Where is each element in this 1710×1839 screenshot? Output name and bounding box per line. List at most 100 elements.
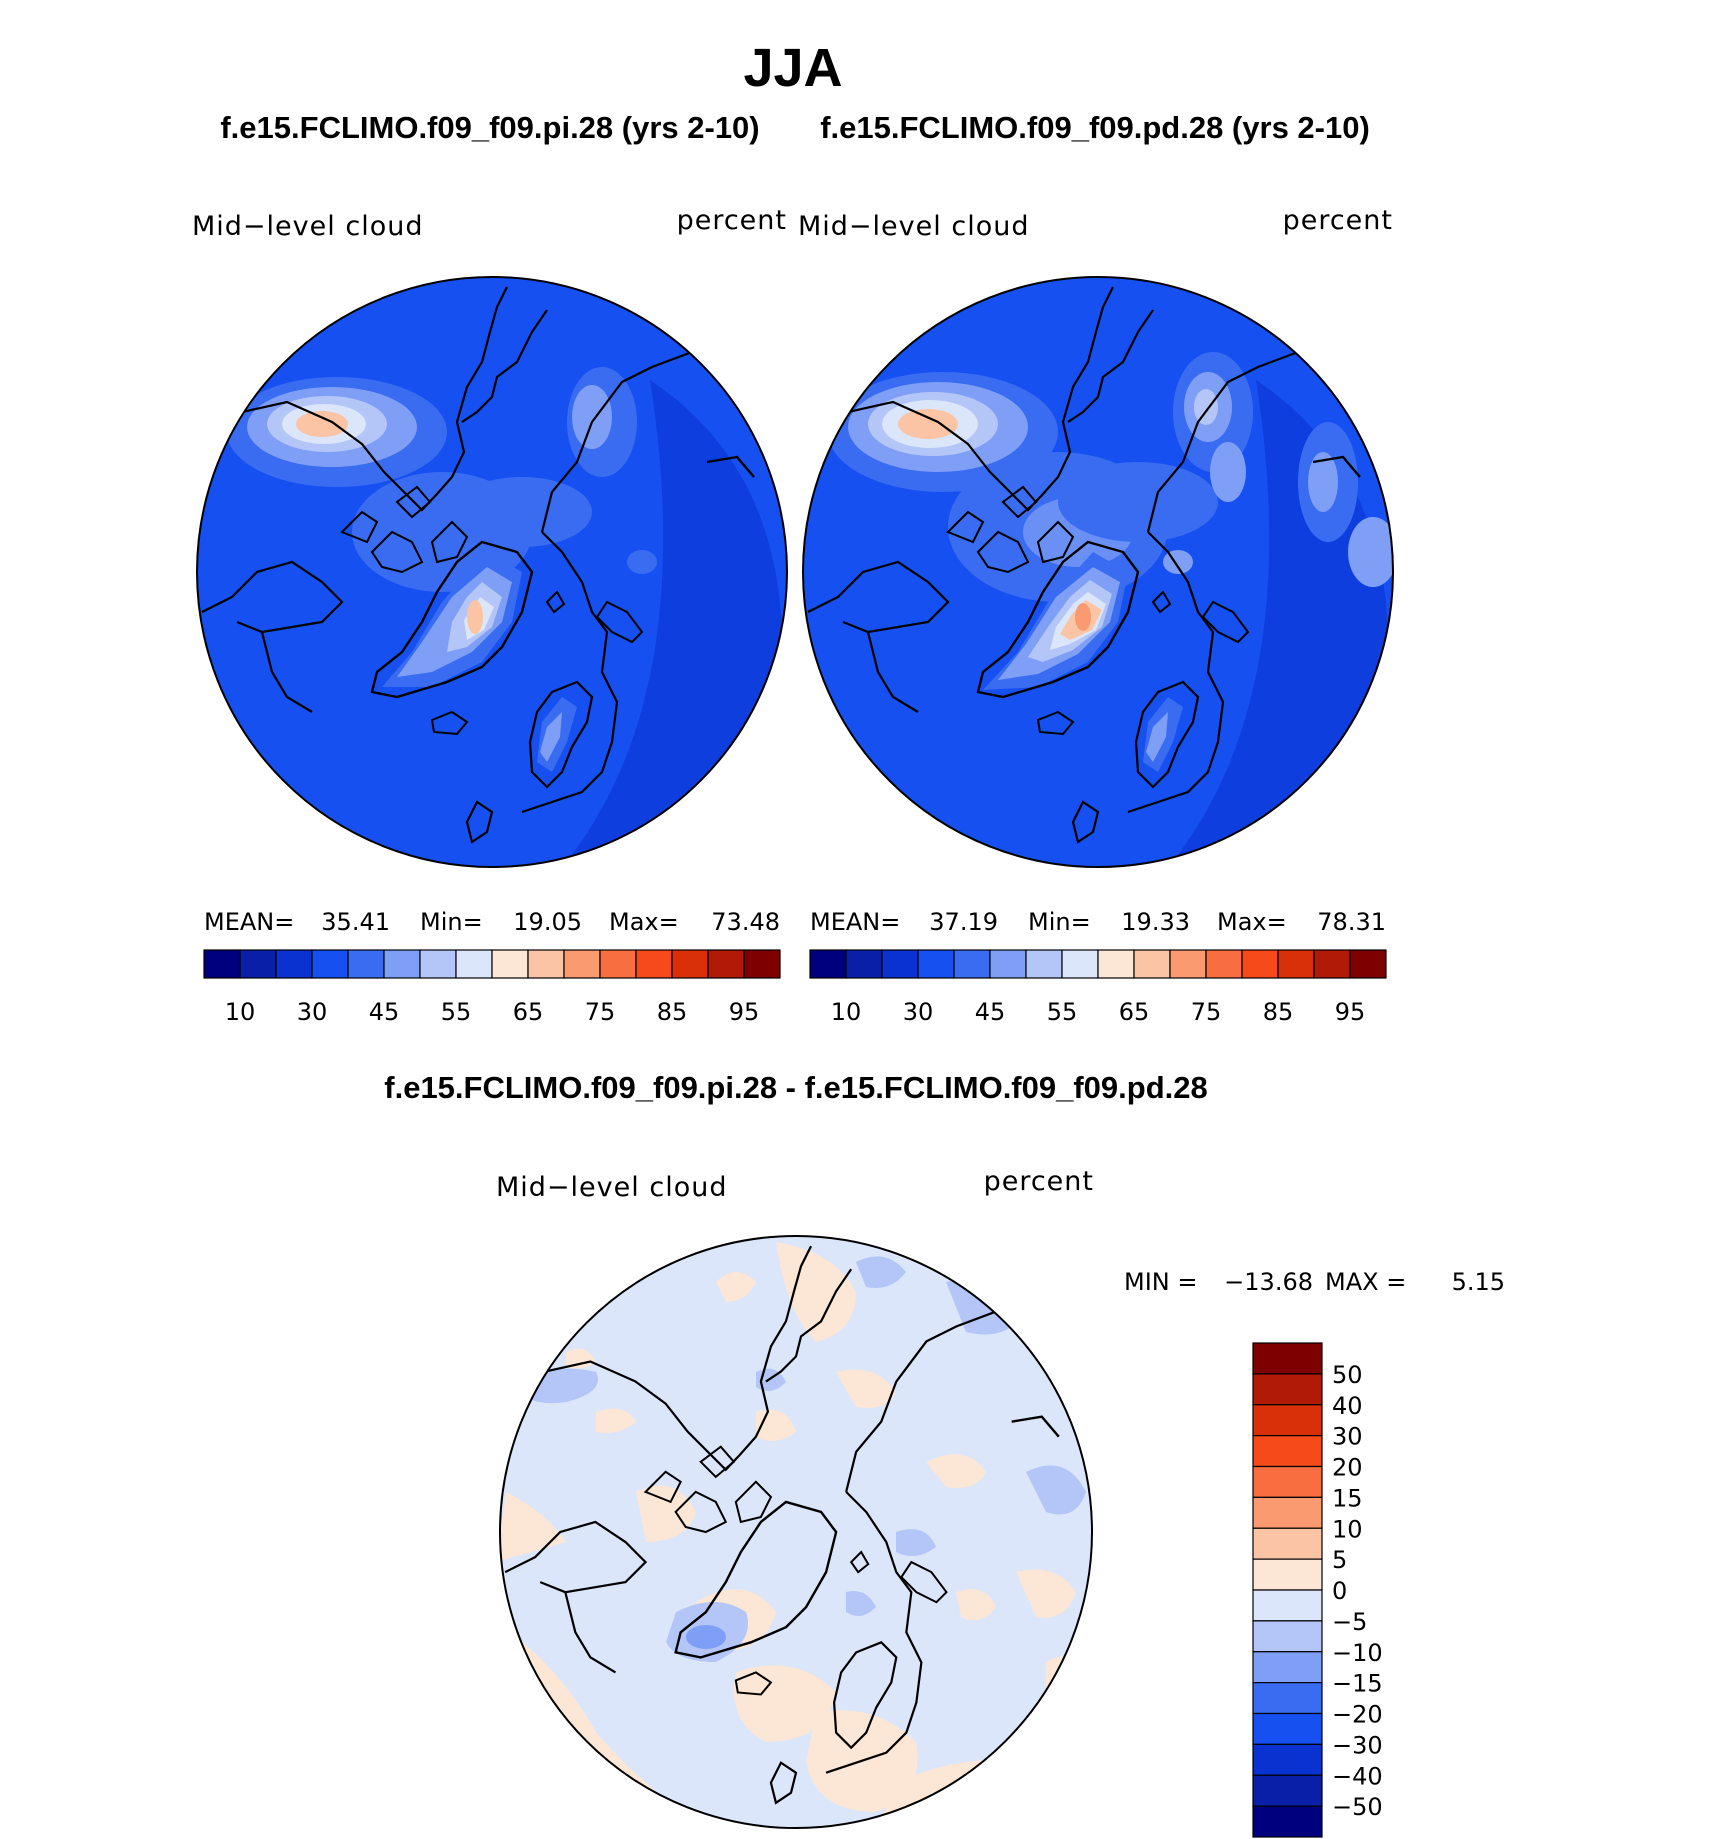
pi-colorbar-swatch-8: [491, 949, 529, 979]
diff-colorbar-tick-label: 40: [1332, 1392, 1363, 1420]
diff-colorbar-swatch-10: [1252, 1651, 1323, 1684]
panel-pi-mean-label: MEAN=: [204, 908, 294, 936]
diff-colorbar-tick-label: −50: [1332, 1793, 1383, 1821]
pi-colorbar-swatch-1: [239, 949, 277, 979]
panel-pd-mean-label: MEAN=: [810, 908, 900, 936]
diff-colorbar-swatch-1: [1252, 1373, 1323, 1406]
pd-colorbar-swatch-2: [881, 949, 919, 979]
case-title-diff: f.e15.FCLIMO.f09_f09.pi.28 - f.e15.FCLIM…: [384, 1070, 1207, 1105]
panel-pi-min-label: Min=: [420, 908, 483, 936]
pi-colorbar-swatch-12: [635, 949, 673, 979]
panel-diff-min-value: −13.68: [1224, 1268, 1313, 1296]
pi-colorbar-tick-label: 30: [297, 998, 328, 1026]
pi-colorbar-tick-label: 55: [441, 998, 472, 1026]
diff-colorbar-tick-label: 50: [1332, 1361, 1363, 1389]
diff-colorbar-tick-label: −15: [1332, 1670, 1383, 1698]
pd-colorbar-swatch-15: [1349, 949, 1387, 979]
pi-colorbar-swatch-14: [707, 949, 745, 979]
diff-colorbar-swatch-8: [1252, 1589, 1323, 1622]
diff-colorbar-tick-label: 20: [1332, 1454, 1363, 1482]
diff-colorbar-swatch-11: [1252, 1682, 1323, 1715]
panel-diff-max-value: 5.15: [1452, 1268, 1505, 1296]
panel-pd-min-label: Min=: [1028, 908, 1091, 936]
panel-pd-max-label: Max=: [1217, 908, 1287, 936]
pd-colorbar-swatch-14: [1313, 949, 1351, 979]
pd-colorbar-swatch-11: [1205, 949, 1243, 979]
pd-colorbar-swatch-1: [845, 949, 883, 979]
pd-colorbar-swatch-13: [1277, 949, 1315, 979]
diff-colorbar-tick-label: −10: [1332, 1639, 1383, 1667]
diff-colorbar-tick-label: 30: [1332, 1423, 1363, 1451]
pd-colorbar-swatch-0: [809, 949, 847, 979]
pi-colorbar-swatch-5: [383, 949, 421, 979]
pd-colorbar-tick-label: 75: [1191, 998, 1222, 1026]
panel-pi-max-label: Max=: [609, 908, 679, 936]
pi-colorbar-tick-label: 45: [369, 998, 400, 1026]
pi-colorbar-tick-label: 65: [513, 998, 544, 1026]
diff-colorbar-tick-label: −20: [1332, 1701, 1383, 1729]
pi-colorbar-tick-label: 85: [657, 998, 688, 1026]
panel-diff-max-label: MAX =: [1325, 1268, 1406, 1296]
pi-colorbar-tick-label: 95: [729, 998, 760, 1026]
panel-pd-map: [803, 277, 1393, 867]
panel-pd-max-value: 78.31: [1317, 908, 1386, 936]
diff-colorbar-swatch-12: [1252, 1712, 1323, 1745]
pi-colorbar-swatch-9: [527, 949, 565, 979]
pi-colorbar-swatch-7: [455, 949, 493, 979]
diff-colorbar-swatch-15: [1252, 1805, 1323, 1838]
panel-pi-mean-value: 35.41: [321, 908, 390, 936]
panel-pi: Mid−level cloud percent: [192, 205, 788, 1026]
pi-colorbar-tick-label: 75: [585, 998, 616, 1026]
pi-colorbar-swatch-10: [563, 949, 601, 979]
panel-pd-units: percent: [1283, 205, 1393, 236]
diff-colorbar-swatch-14: [1252, 1774, 1323, 1807]
pd-colorbar-tick-label: 55: [1047, 998, 1078, 1026]
diff-colorbar-swatch-13: [1252, 1743, 1323, 1776]
diff-colorbar-swatch-3: [1252, 1435, 1323, 1468]
panel-pi-colorbar: 10 30 45 55 65 75 85 95: [203, 949, 781, 1026]
pd-colorbar-tick-label: 65: [1119, 998, 1150, 1026]
panel-pi-variable: Mid−level cloud: [192, 211, 423, 242]
pi-colorbar-swatch-0: [203, 949, 241, 979]
diff-colorbar-swatch-0: [1252, 1342, 1323, 1375]
pd-colorbar-tick-label: 30: [903, 998, 934, 1026]
diff-colorbar-swatch-6: [1252, 1527, 1323, 1560]
diff-colorbar-tick-label: −30: [1332, 1731, 1383, 1759]
diff-colorbar-swatch-5: [1252, 1496, 1323, 1529]
panel-diff: Mid−level cloud percent: [496, 1166, 1505, 1838]
pi-colorbar-swatch-6: [419, 949, 457, 979]
panel-diff-map: [500, 1236, 1092, 1828]
pi-colorbar-swatch-15: [743, 949, 781, 979]
pd-colorbar-swatch-10: [1169, 949, 1207, 979]
diff-colorbar-tick-label: −5: [1332, 1608, 1367, 1636]
pi-colorbar-swatch-4: [347, 949, 385, 979]
pi-colorbar-swatch-11: [599, 949, 637, 979]
pd-colorbar-swatch-4: [953, 949, 991, 979]
diff-colorbar-tick-label: 5: [1332, 1546, 1347, 1574]
diff-colorbar-tick-label: 10: [1332, 1515, 1363, 1543]
pd-colorbar-tick-label: 85: [1263, 998, 1294, 1026]
pd-colorbar-swatch-7: [1061, 949, 1099, 979]
diff-colorbar-tick-label: 15: [1332, 1484, 1363, 1512]
figure-title: JJA: [743, 38, 842, 98]
panel-diff-units: percent: [984, 1166, 1094, 1197]
pd-colorbar-tick-label: 45: [975, 998, 1006, 1026]
pd-colorbar-swatch-8: [1097, 949, 1135, 979]
pi-colorbar-tick-label: 10: [225, 998, 256, 1026]
case-title-left: f.e15.FCLIMO.f09_f09.pi.28 (yrs 2-10): [220, 110, 759, 145]
diff-colorbar-swatch-4: [1252, 1465, 1323, 1498]
case-title-right: f.e15.FCLIMO.f09_f09.pd.28 (yrs 2-10): [820, 110, 1370, 145]
panel-pi-max-value: 73.48: [711, 908, 780, 936]
diff-colorbar-tick-label: −40: [1332, 1762, 1383, 1790]
pi-colorbar-swatch-13: [671, 949, 709, 979]
pi-colorbar-swatch-3: [311, 949, 349, 979]
diff-colorbar-swatch-7: [1252, 1558, 1323, 1591]
panel-diff-min-label: MIN =: [1124, 1268, 1197, 1296]
panel-pi-units: percent: [677, 205, 787, 236]
pd-colorbar-tick-label: 10: [831, 998, 862, 1026]
panel-pd-min-value: 19.33: [1121, 908, 1190, 936]
panel-pd-colorbar: 10 30 45 55 65 75 85 95: [809, 949, 1387, 1026]
pd-colorbar-swatch-6: [1025, 949, 1063, 979]
